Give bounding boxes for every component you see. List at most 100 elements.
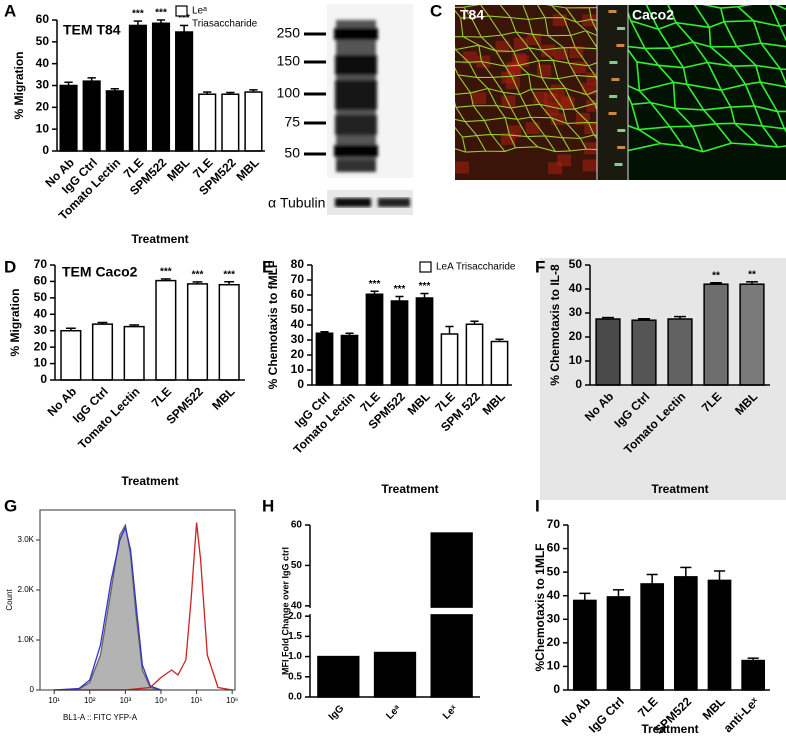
histogram-line: [54, 522, 233, 691]
panel-letter: F: [535, 257, 545, 276]
cell-fill: [582, 159, 597, 172]
y-tick-label: 3.0K: [18, 535, 35, 544]
ortho-spot: [617, 129, 626, 132]
y-tick-label: 20: [547, 635, 561, 649]
cell-fill: [543, 92, 558, 105]
bar: [440, 333, 459, 386]
y-tick-label: 60: [36, 12, 50, 26]
legend-label: Triasaccharide: [192, 19, 258, 30]
x-tick-label: MBL: [209, 384, 237, 412]
micrograph: C: [430, 1, 786, 180]
bar: [128, 24, 147, 152]
histogram-area: [54, 523, 162, 691]
panel-letter: H: [262, 496, 274, 515]
bar: [673, 576, 698, 691]
y-tick-label: 20: [569, 329, 583, 343]
x-axis-label: Treatment: [651, 482, 708, 496]
cell-border: [455, 5, 597, 153]
bar: [741, 659, 766, 691]
cell-borders: [455, 5, 597, 175]
y-tick-label: 50: [34, 290, 48, 304]
y-tick-label: 60: [291, 520, 303, 531]
y-tick-label: 0: [575, 377, 582, 391]
significance: ***: [132, 9, 144, 20]
y-axis-label: % Chemotaxis to fMLF: [266, 261, 280, 390]
x-tick-label: 7LE: [635, 694, 660, 719]
y-tick-label: 10: [34, 356, 48, 370]
cell-borders: [628, 5, 786, 153]
y-tick-label: 0: [40, 372, 47, 386]
legend-swatch: [419, 261, 432, 273]
x-tick-label: anti-Leˣ: [721, 694, 762, 735]
bar: [365, 293, 384, 386]
panel-letter: D: [4, 257, 16, 276]
x-tick-label: 10¹: [48, 696, 60, 705]
y-axis-label: % Chemotaxis to IL-8: [548, 264, 562, 386]
cell-border: [628, 5, 786, 153]
y-tick-label: 10: [36, 121, 50, 135]
y-tick-label: 30: [34, 323, 48, 337]
y-tick-label: 70: [291, 272, 305, 286]
x-axis-label: BL1-A :: FITC YFP-A: [63, 713, 138, 722]
bar: [490, 340, 509, 386]
image-label: T84: [460, 7, 484, 23]
ortho-spot: [608, 10, 617, 13]
y-axis-label: Count: [5, 589, 14, 611]
y-axis-label: %Chemotaxis to 1MLF: [533, 543, 547, 671]
cell-fill: [501, 71, 516, 84]
y-tick-label: 40: [569, 281, 583, 295]
histogram-line: [54, 525, 162, 691]
panel-letter: A: [4, 1, 16, 20]
bar: [198, 93, 217, 152]
bar: [707, 579, 732, 691]
bar: [703, 283, 729, 386]
y-tick-label: 70: [547, 517, 561, 531]
ortho-spot: [608, 112, 617, 115]
y-tick-label: 50: [547, 564, 561, 578]
ortho-spot: [617, 27, 626, 30]
cell-fill: [472, 92, 487, 105]
panel-letter: E: [262, 257, 273, 276]
panel-letter: I: [535, 496, 540, 515]
orthogonal-view: [597, 5, 628, 180]
blot: B α Tubulin: [268, 1, 413, 215]
caco2-image: [628, 5, 786, 180]
bar: [317, 655, 360, 698]
chart-title: TEM T84: [63, 22, 121, 38]
legend-swatch: [175, 5, 188, 17]
x-tick-label: Leˣ: [441, 703, 460, 722]
y-tick-label: 40: [547, 588, 561, 602]
cell-fill: [550, 113, 565, 126]
chart-title: TEM Caco2: [62, 264, 138, 280]
bar: [640, 583, 665, 691]
y-tick-label: 0: [553, 682, 560, 696]
bar: [606, 596, 631, 691]
y-tick-label: 0: [30, 685, 35, 694]
cell-fill: [584, 142, 597, 155]
y-tick-label: 1.0K: [18, 635, 35, 644]
y-tick-label: 50: [569, 257, 583, 271]
x-tick-label: IgG Ctrl: [586, 694, 627, 735]
bar: [340, 334, 359, 386]
y-tick-label: 30: [569, 305, 583, 319]
x-tick-label: 10⁶: [226, 696, 238, 705]
bar: [91, 323, 114, 381]
y-tick-label: 60: [34, 274, 48, 288]
y-tick-label: 40: [34, 306, 48, 320]
bar: [631, 319, 657, 386]
x-tick-label: 10⁴: [155, 696, 168, 705]
x-axis-label: Treatment: [641, 722, 698, 736]
x-tick-label: 10²: [84, 696, 96, 705]
bar: [667, 318, 693, 386]
bar: [595, 318, 621, 386]
cell-fill: [507, 125, 522, 138]
y-tick-label: 20: [36, 100, 50, 114]
y-axis-label: % Migration: [8, 289, 22, 357]
blot-lane: [334, 20, 378, 172]
cell-fill: [455, 161, 470, 174]
y-tick-label: 10: [569, 353, 583, 367]
x-tick-label: MBL: [480, 389, 508, 417]
loading-label: α Tubulin: [268, 195, 325, 211]
cell-fill: [569, 46, 584, 59]
marker-label: 50: [284, 145, 300, 161]
